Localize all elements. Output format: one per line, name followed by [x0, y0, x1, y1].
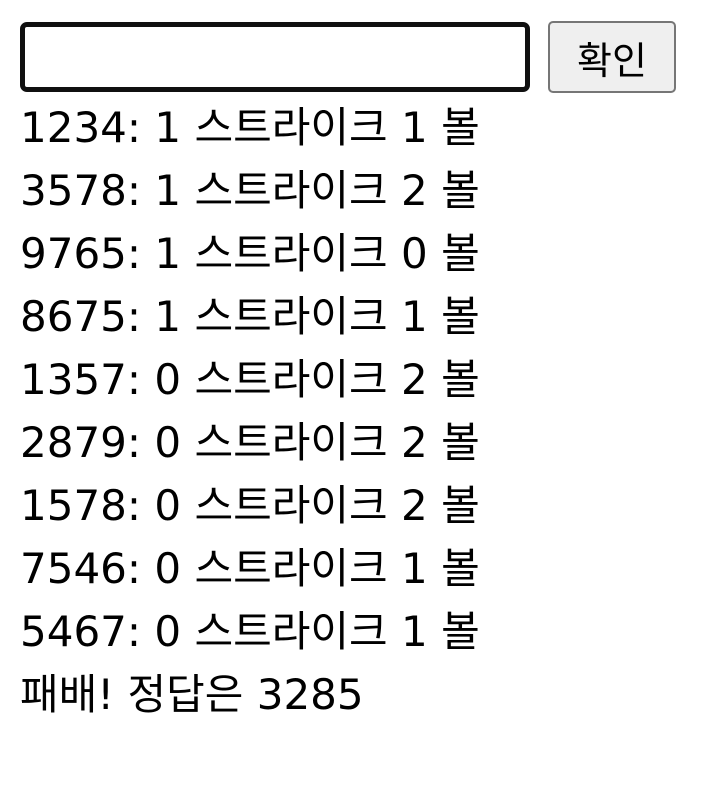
log-item: 3578: 1 스트라이크 2 볼 [20, 166, 480, 215]
result-log: 1234: 1 스트라이크 1 볼 3578: 1 스트라이크 2 볼 9765… [20, 96, 480, 726]
confirm-button[interactable]: 확인 [548, 21, 676, 93]
log-item: 5467: 0 스트라이크 1 볼 [20, 607, 480, 656]
log-item: 1578: 0 스트라이크 2 볼 [20, 481, 480, 530]
log-item: 1234: 1 스트라이크 1 볼 [20, 103, 480, 152]
guess-form: 확인 [20, 21, 676, 93]
log-item: 1357: 0 스트라이크 2 볼 [20, 355, 480, 404]
log-item: 8675: 1 스트라이크 1 볼 [20, 292, 480, 341]
defeat-message: 패배! 정답은 3285 [20, 670, 364, 719]
log-item: 2879: 0 스트라이크 2 볼 [20, 418, 480, 467]
guess-input[interactable] [20, 22, 530, 92]
log-item: 7546: 0 스트라이크 1 볼 [20, 544, 480, 593]
log-item: 9765: 1 스트라이크 0 볼 [20, 229, 480, 278]
